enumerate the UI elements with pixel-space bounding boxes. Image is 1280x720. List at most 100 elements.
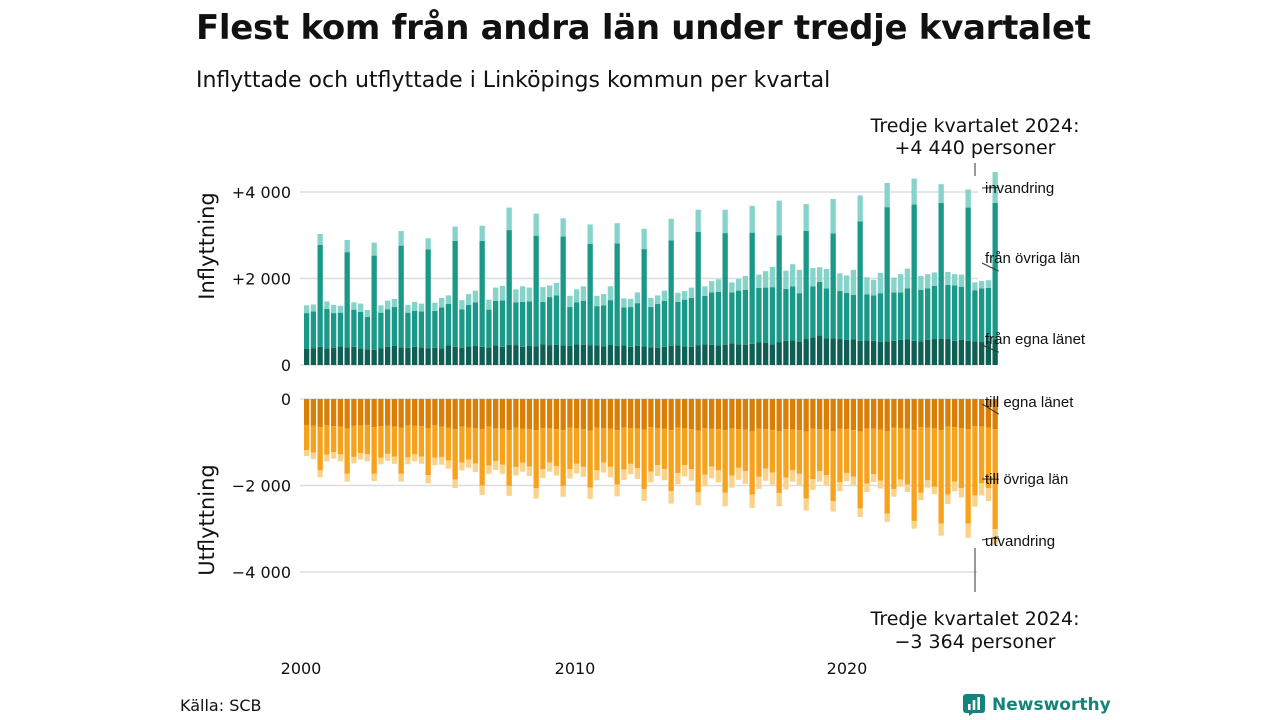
series-label-inflow: från egna länet bbox=[985, 331, 1086, 348]
bar-inflow-foreign bbox=[938, 184, 944, 203]
bar-inflow-other bbox=[648, 307, 654, 348]
bar-inflow-other bbox=[324, 308, 330, 349]
bar-inflow-own bbox=[310, 348, 317, 365]
bar-inflow-other bbox=[877, 293, 884, 342]
bar-inflow-other bbox=[810, 286, 816, 338]
bar-inflow-foreign bbox=[499, 285, 506, 301]
bar-inflow-own bbox=[634, 345, 641, 365]
bar-inflow-other bbox=[486, 309, 492, 348]
bar-inflow-foreign bbox=[702, 286, 708, 296]
bar-inflow-foreign bbox=[533, 213, 539, 236]
bar-outflow-foreign bbox=[506, 485, 512, 496]
xtick-label: 2010 bbox=[555, 659, 596, 678]
bar-inflow-other bbox=[864, 294, 870, 341]
bar-inflow-other bbox=[871, 295, 877, 341]
bar-inflow-other bbox=[304, 313, 310, 349]
bar-inflow-foreign bbox=[688, 287, 695, 298]
bar-outflow-foreign bbox=[331, 452, 337, 459]
bar-inflow-other bbox=[499, 300, 506, 347]
bar-inflow-own bbox=[412, 346, 418, 365]
bar-inflow-other bbox=[506, 230, 512, 345]
bar-inflow-other bbox=[445, 304, 452, 346]
bar-inflow-own bbox=[877, 341, 884, 365]
bar-inflow-own bbox=[891, 340, 897, 365]
bar-outflow-foreign bbox=[985, 488, 992, 502]
bar-outflow-other bbox=[371, 427, 377, 474]
bar-inflow-own bbox=[486, 347, 492, 365]
bar-inflow-own bbox=[709, 344, 715, 365]
bar-inflow-foreign bbox=[405, 304, 411, 313]
bar-inflow-own bbox=[749, 343, 755, 365]
bar-outflow-own bbox=[351, 399, 357, 426]
bar-inflow-foreign bbox=[553, 282, 560, 296]
bar-outflow-foreign bbox=[911, 520, 917, 529]
bar-inflow-foreign bbox=[850, 269, 857, 295]
bar-inflow-foreign bbox=[385, 300, 391, 310]
bar-outflow-other bbox=[493, 428, 499, 462]
bar-inflow-own bbox=[884, 341, 890, 365]
bar-inflow-own bbox=[871, 340, 877, 365]
bar-outflow-other bbox=[844, 429, 850, 473]
bar-inflow-foreign bbox=[337, 305, 344, 313]
bar-outflow-foreign bbox=[709, 466, 715, 479]
bar-outflow-other bbox=[526, 429, 533, 467]
bar-inflow-own bbox=[418, 347, 425, 365]
bar-inflow-foreign bbox=[425, 238, 431, 250]
bar-outflow-own bbox=[736, 399, 742, 430]
bar-inflow-foreign bbox=[324, 301, 330, 309]
bar-inflow-foreign bbox=[803, 204, 809, 231]
bar-outflow-own bbox=[648, 399, 654, 428]
bar-inflow-own bbox=[499, 346, 506, 365]
bar-outflow-own bbox=[553, 399, 560, 430]
bar-inflow-foreign bbox=[398, 230, 404, 246]
bar-inflow-foreign bbox=[520, 286, 526, 302]
bar-outflow-own bbox=[837, 399, 843, 429]
bar-outflow-own bbox=[317, 399, 323, 428]
bar-outflow-foreign bbox=[891, 488, 897, 497]
bar-outflow-own bbox=[344, 399, 350, 429]
bar-outflow-foreign bbox=[857, 508, 863, 518]
bar-inflow-other bbox=[965, 207, 971, 341]
bar-outflow-foreign bbox=[486, 465, 492, 474]
bar-outflow-other bbox=[358, 425, 364, 454]
bar-inflow-other bbox=[837, 291, 843, 340]
bar-inflow-other bbox=[992, 202, 998, 340]
bar-inflow-other bbox=[675, 301, 681, 346]
bar-outflow-other bbox=[641, 429, 647, 489]
bar-inflow-own bbox=[945, 339, 951, 365]
bar-inflow-foreign bbox=[830, 198, 836, 234]
bar-inflow-foreign bbox=[972, 282, 978, 291]
bar-outflow-foreign bbox=[655, 465, 661, 476]
bar-outflow-foreign bbox=[682, 465, 688, 477]
bar-inflow-other bbox=[425, 249, 431, 349]
bar-inflow-own bbox=[702, 344, 708, 365]
bar-outflow-foreign bbox=[817, 471, 823, 482]
bar-inflow-other bbox=[567, 307, 573, 346]
brand-logo[interactable]: Newsworthy bbox=[962, 693, 1111, 717]
bar-inflow-foreign bbox=[526, 287, 533, 302]
bar-inflow-own bbox=[621, 345, 627, 365]
bar-outflow-foreign bbox=[614, 484, 620, 497]
bar-outflow-own bbox=[445, 399, 452, 428]
bar-inflow-other bbox=[668, 240, 674, 346]
bar-outflow-other bbox=[742, 429, 749, 472]
bar-inflow-other bbox=[601, 305, 607, 347]
bar-outflow-foreign bbox=[945, 494, 951, 505]
bar-inflow-foreign bbox=[364, 310, 371, 317]
bar-outflow-foreign bbox=[749, 494, 755, 508]
bar-outflow-foreign bbox=[925, 480, 931, 488]
bar-outflow-other bbox=[574, 428, 580, 464]
bar-outflow-other bbox=[945, 426, 951, 495]
bar-outflow-other bbox=[547, 428, 553, 463]
bar-outflow-other bbox=[344, 428, 350, 474]
bar-outflow-foreign bbox=[803, 498, 809, 511]
bar-outflow-foreign bbox=[398, 473, 404, 482]
bar-outflow-foreign bbox=[364, 454, 371, 462]
bar-outflow-other bbox=[607, 428, 614, 467]
bar-inflow-own bbox=[830, 338, 836, 365]
bar-inflow-own bbox=[398, 347, 404, 365]
bar-inflow-foreign bbox=[985, 280, 992, 289]
ytick-inflow: 0 bbox=[281, 356, 291, 375]
bar-outflow-foreign bbox=[405, 457, 411, 465]
bar-outflow-foreign bbox=[371, 473, 377, 482]
